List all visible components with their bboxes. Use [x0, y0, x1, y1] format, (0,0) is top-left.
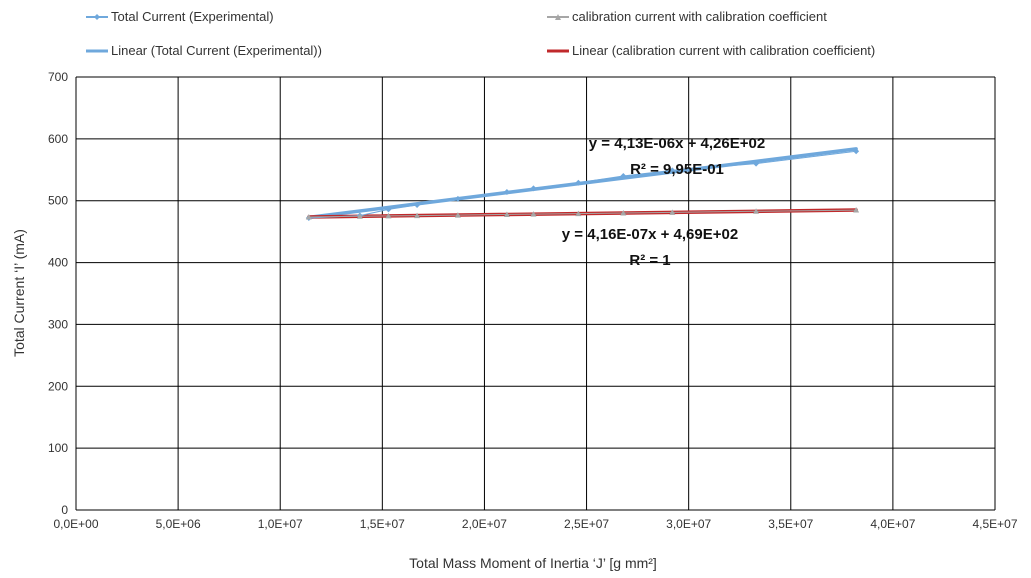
data-point-total-current: [575, 179, 582, 186]
data-point-calibration-current: [305, 213, 312, 220]
data-point-calibration-current: [414, 212, 421, 219]
data-point-total-current: [753, 160, 760, 167]
legend: Total Current (Experimental) calibration…: [86, 9, 875, 58]
data-points: [305, 148, 860, 222]
data-point-total-current: [385, 206, 392, 213]
y-tick-label: 300: [48, 317, 68, 331]
legend-marker-calibration-current: [555, 14, 561, 20]
trendline-total-current: [307, 147, 858, 220]
data-point-calibration-current: [503, 211, 510, 217]
data-point-total-current: [530, 185, 537, 192]
x-axis-title: Total Mass Moment of Inertia ‘J’ [g mm²]: [409, 555, 657, 571]
data-point-calibration-current: [669, 209, 676, 215]
data-point-calibration-current: [620, 210, 627, 216]
x-tick-label: 4,0E+07: [870, 517, 915, 531]
data-point-calibration-current: [385, 212, 392, 219]
legend-label-linear-total-current: Linear (Total Current (Experimental)): [111, 43, 322, 58]
legend-item-linear-calibration-current: Linear (calibration current with calibra…: [547, 43, 875, 58]
x-tick-label: 5,0E+06: [156, 517, 201, 531]
data-point-calibration-current: [356, 213, 363, 219]
trendline-r2-total-current: R² = 9,95E-01: [630, 161, 724, 178]
y-tick-label: 500: [48, 194, 68, 208]
legend-label-total-current: Total Current (Experimental): [111, 9, 274, 24]
trendline-equation-calibration-current: y = 4,16E-07x + 4,69E+02: [562, 226, 738, 243]
y-tick-label: 700: [48, 70, 68, 84]
y-axis-title: Total Current ‘I’ (mA): [11, 229, 27, 357]
data-point-calibration-current: [575, 210, 582, 217]
x-tick-label: 1,0E+07: [258, 517, 303, 531]
x-tick-label: 0,0E+00: [53, 517, 98, 531]
legend-item-linear-total-current: Linear (Total Current (Experimental)): [86, 43, 322, 58]
x-tick-label: 2,5E+07: [564, 517, 609, 531]
legend-marker-total-current: [94, 14, 100, 20]
data-point-calibration-current: [853, 207, 860, 213]
y-tick-label: 200: [48, 379, 68, 393]
data-point-calibration-current: [753, 208, 760, 214]
trendline-r2-calibration-current: R² = 1: [629, 252, 670, 269]
data-point-total-current: [414, 202, 421, 209]
legend-item-calibration-current: calibration current with calibration coe…: [547, 9, 827, 24]
series-line-total-current: [308, 150, 857, 219]
y-tick-label: 400: [48, 256, 68, 270]
data-point-total-current: [454, 195, 461, 202]
legend-item-total-current: Total Current (Experimental): [86, 9, 274, 24]
x-axis-ticks: 0,0E+00 5,0E+06 1,0E+07 1,5E+07 2,0E+07 2,5E+…: [53, 517, 1017, 531]
x-tick-label: 3,0E+07: [666, 517, 711, 531]
data-point-total-current: [853, 148, 860, 155]
legend-label-calibration-current: calibration current with calibration coe…: [572, 9, 827, 24]
trendline-equation-total-current: y = 4,13E-06x + 4,26E+02: [589, 135, 765, 152]
trendlines: [307, 147, 858, 220]
series-line-calibration-current: [308, 209, 857, 218]
y-tick-label: 100: [48, 441, 68, 455]
data-point-total-current: [620, 172, 627, 179]
data-point-calibration-current: [530, 211, 537, 217]
legend-label-linear-calibration-current: Linear (calibration current with calibra…: [572, 43, 875, 58]
x-tick-label: 4,5E+07: [972, 517, 1017, 531]
data-point-total-current: [503, 189, 510, 196]
y-tick-label: 0: [61, 503, 68, 517]
y-axis-ticks: 0 100 200 300 400 500 600 700: [48, 70, 68, 517]
data-point-calibration-current: [454, 212, 461, 218]
x-tick-label: 2,0E+07: [462, 517, 507, 531]
y-tick-label: 600: [48, 132, 68, 146]
x-tick-label: 1,5E+07: [360, 517, 405, 531]
x-tick-label: 3,5E+07: [768, 517, 813, 531]
gridlines: [75, 76, 996, 511]
data-point-total-current: [669, 167, 676, 174]
